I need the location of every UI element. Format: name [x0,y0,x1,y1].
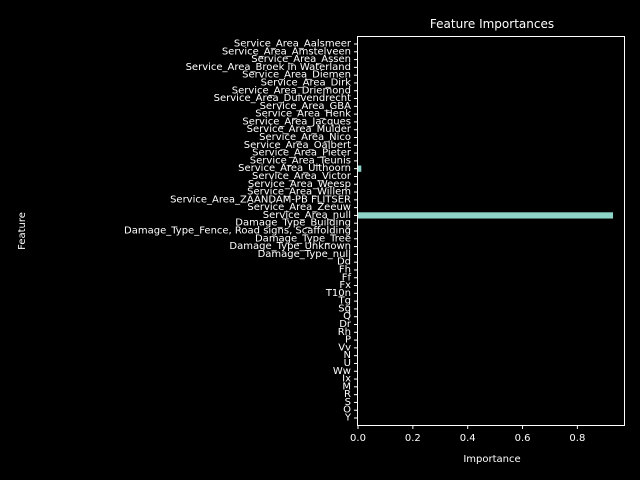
x-tick-label-4: 0.8 [569,433,585,444]
y-tick-label-27: Damage_Type_null [258,249,351,260]
y-tick-label-38: P [345,335,351,346]
y-tick-label-21: Service_Area_Zeeuw [247,202,351,213]
x-axis-label: Importance [463,454,520,465]
plot-frame [357,36,625,426]
x-tick-label-3: 0.6 [515,433,531,444]
bar-22 [358,212,614,219]
y-tick-label-31: Fx [339,280,351,291]
y-tick-label-24: Damage_Type_Fence, Road signs, Scaffoldi… [124,226,351,237]
y-tick-label-20: Service_Area_ZAANDAM-PB FLITSER [170,194,351,205]
y-tick-label-44: M [342,381,351,392]
y-tick-label-22: Service_Area_null [263,210,351,221]
y-tick-label-32: T10n [325,288,351,299]
y-tick-label-41: U [344,358,351,369]
y-tick-label-34: Sq [338,303,351,314]
y-tick-label-39: Vv [338,342,351,353]
x-tick-label-2: 0.4 [460,433,476,444]
y-tick-label-17: Service_Area_Victor [252,171,352,182]
y-tick-label-33: Tg [338,296,351,307]
y-tick-label-11: Service_Area_Mulder [247,124,352,135]
y-tick-label-42: Ww [333,366,351,377]
y-tick-label-25: Damage_Type_Tree [255,233,351,244]
y-tick-label-13: Service_Area_Oalbert [244,140,351,151]
y-tick-label-8: Service_Area_GBA [260,101,352,112]
y-tick-label-46: S [345,397,351,408]
y-tick-label-45: R [344,389,351,400]
x-tick-group: 0.0 0.2 0.4 0.6 0.8 [350,425,585,444]
y-tick-label-1: Service_Area_Amstelveen [222,46,351,57]
y-tick-label-36: Dr [339,319,352,330]
y-tick-label-19: Service_Area_Willem [247,187,351,198]
y-tick-label-40: N [344,350,351,361]
y-tick-label-43: Ix [342,374,351,385]
y-tick-label-6: Service_Area_Driemond [232,85,351,96]
y-tick-label-3: Service_Area_Broek in Waterland [186,62,351,73]
y-tick-label-0: Service_Area_Aalsmeer [234,39,352,50]
y-tick-label-7: Service_Area_Duivendrecht [214,93,351,104]
y-tick-label-47: O [343,405,351,416]
y-tick-label-26: Damage_Type_Unknown [229,241,351,252]
y-tick-label-23: Damage_Type_Building [235,218,351,229]
y-axis-label: Feature [17,212,28,250]
y-tick-label-37: Rh [338,327,351,338]
y-tick-label-2: Service_Area_Assen [251,54,351,65]
y-tick-label-15: Service_Area_Teunis [250,155,351,166]
y-tick-label-28: Dd [337,257,351,268]
x-tick-label-0: 0.0 [350,433,366,444]
y-tick-group: Service_Area_AalsmeerService_Area_Amstel… [124,39,358,424]
y-tick-label-16: Service_Area_Uithoorn [238,163,351,174]
y-tick-label-4: Service_Area_Diemen [242,70,351,81]
y-tick-label-9: Service_Area_Henk [255,109,351,120]
y-tick-label-14: Service_Area_Pieter [252,148,352,159]
y-tick-label-30: Ff [342,272,352,283]
y-tick-label-35: Q [343,311,351,322]
x-tick-label-1: 0.2 [405,433,421,444]
chart-title: Feature Importances [430,17,554,31]
bar-group [358,165,614,219]
y-tick-label-29: Fh [339,264,351,275]
y-tick-label-10: Service_Area_Jacques [242,116,351,127]
y-tick-label-48: Y [344,413,352,424]
y-tick-label-5: Service_Area_Dirk [261,77,352,88]
y-tick-label-12: Service_Area_Nico [259,132,351,143]
bar-16 [358,165,362,172]
y-tick-label-18: Service_Area_Weesp [248,179,351,190]
